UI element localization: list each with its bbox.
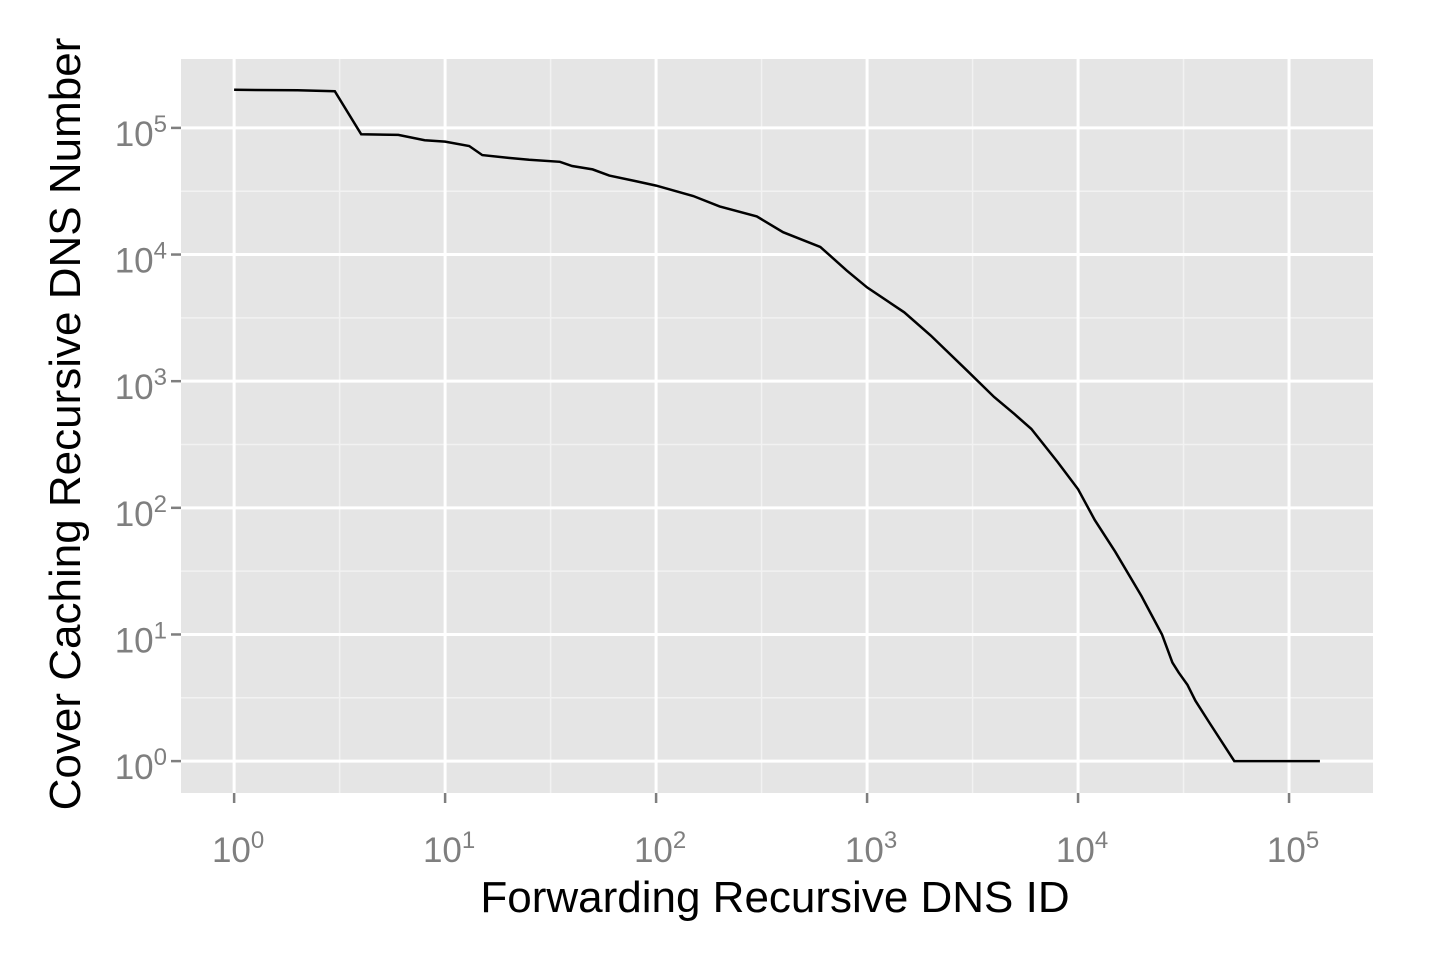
plot-panel (181, 59, 1373, 793)
y-axis-title: Cover Caching Recursive DNS Number (41, 38, 90, 811)
minor-gridlines (181, 59, 1373, 793)
y-tick-label: 102 (115, 491, 167, 534)
y-axis-ticks: 100 101 102 103 104 105 (115, 111, 181, 787)
x-tick-label: 102 (634, 827, 686, 870)
x-tick-label: 100 (212, 827, 264, 870)
y-tick-label: 105 (115, 111, 167, 154)
x-tick-label: 101 (423, 827, 475, 870)
y-tick-label: 101 (115, 617, 167, 660)
x-tick-label: 103 (845, 827, 897, 870)
x-tick-label: 104 (1056, 827, 1108, 870)
x-axis-ticks: 100 101 102 103 104 105 (212, 793, 1319, 870)
major-gridlines (181, 59, 1373, 793)
y-tick-label: 104 (115, 238, 167, 281)
data-line (234, 88, 1320, 763)
y-tick-label: 100 (115, 744, 167, 787)
x-axis-title: Forwarding Recursive DNS ID (480, 873, 1069, 922)
y-tick-label: 103 (115, 364, 167, 407)
x-tick-label: 105 (1267, 827, 1319, 870)
